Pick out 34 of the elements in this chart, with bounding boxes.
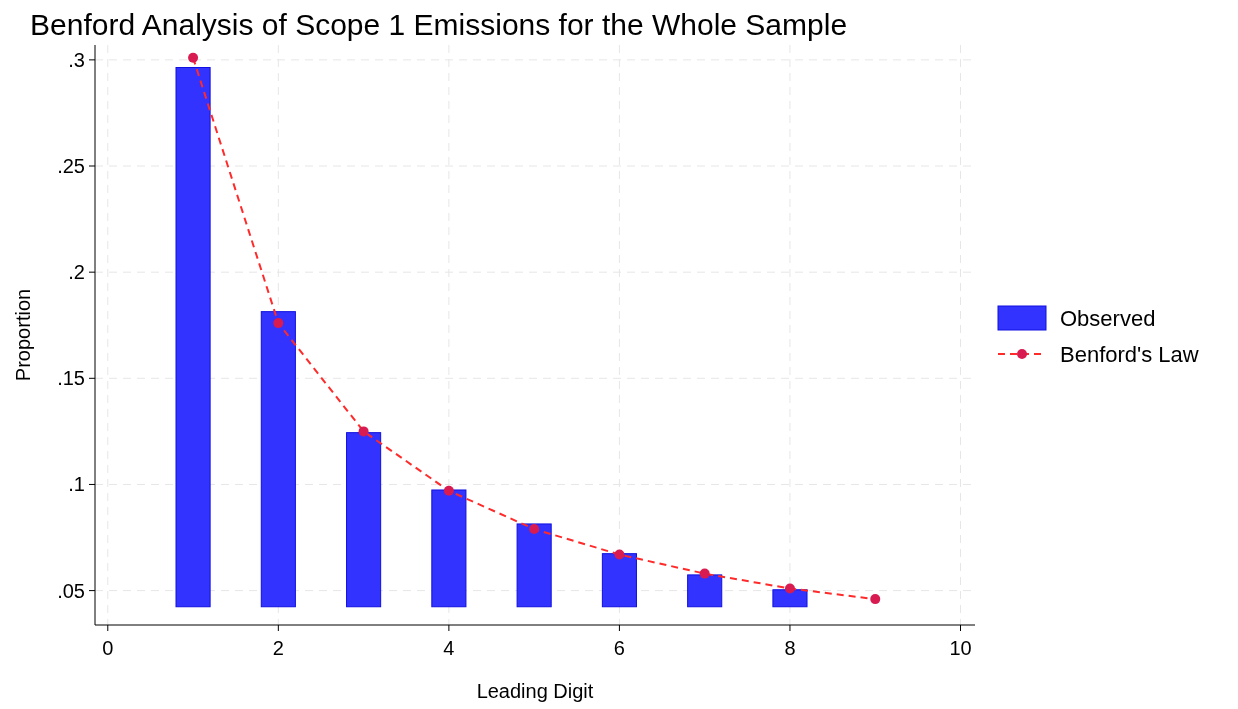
x-tick-label: 4	[443, 637, 455, 659]
y-axis-title: Proportion	[12, 288, 34, 382]
bar	[431, 489, 467, 608]
x-tick-label: 2	[272, 637, 284, 659]
x-tick-label: 0	[102, 637, 114, 659]
y-tick-label: .3	[68, 48, 85, 71]
bar	[772, 589, 808, 608]
legend-label: Observed	[1060, 305, 1156, 331]
bar	[601, 553, 637, 608]
x-tick-label: 8	[784, 637, 796, 659]
point	[529, 524, 540, 535]
point	[870, 594, 881, 605]
chart-title: Benford Analysis of Scope 1 Emissions for the Whole Sample	[30, 8, 848, 41]
point	[614, 549, 625, 560]
bar	[687, 574, 723, 608]
bar	[175, 67, 211, 608]
point	[188, 52, 199, 63]
x-axis-title: Leading Digit	[476, 680, 594, 702]
x-tick-label: 10	[949, 637, 972, 659]
y-tick-label: .25	[57, 155, 85, 178]
y-tick-label: .15	[57, 367, 85, 390]
y-tick-label: .2	[68, 261, 85, 284]
bar	[260, 311, 296, 608]
y-tick-label: .05	[57, 579, 85, 602]
point	[443, 485, 454, 496]
legend-label: Benford's Law	[1060, 341, 1199, 367]
bar	[516, 523, 552, 608]
x-tick-label: 6	[613, 637, 625, 659]
y-tick-label: .1	[68, 473, 85, 496]
point	[358, 426, 369, 437]
point	[699, 568, 710, 579]
point	[273, 318, 284, 329]
point	[784, 583, 795, 594]
bar	[346, 432, 382, 608]
